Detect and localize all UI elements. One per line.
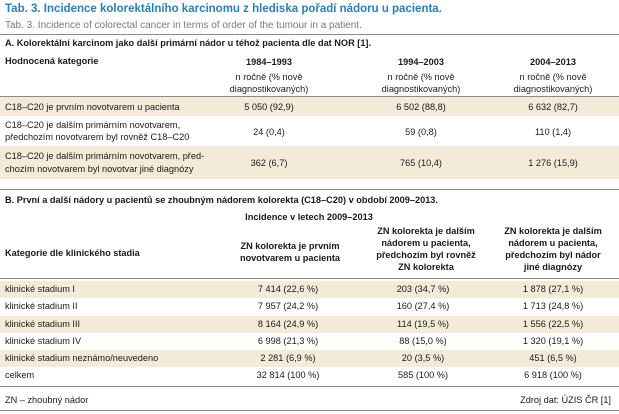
data-source: Zdroj dat: ÚZIS ČR [1] bbox=[520, 395, 611, 405]
footer-rule bbox=[0, 386, 619, 387]
table-row: klinické stadium neznámo/neuvedeno 2 281… bbox=[0, 350, 619, 367]
cell-value: 2 281 (6,9 %) bbox=[260, 353, 316, 363]
column-header-line: ZN kolorekta je dalším bbox=[504, 226, 602, 236]
bottom-rule bbox=[0, 410, 619, 411]
cell-value: 1 276 (15,9) bbox=[528, 158, 578, 168]
column-header-line: nádorem u pacienta, bbox=[508, 238, 598, 248]
column-header-line: jiné diagnózy bbox=[523, 262, 583, 272]
table-row: klinické stadium III 8 164 (24,9 %) 114 … bbox=[0, 316, 619, 333]
row-label-cont: předchozím novotvarem byl rovněž C18–C20 bbox=[5, 132, 190, 142]
cell-value: 6 918 (100 %) bbox=[524, 370, 582, 380]
table-row: C18–C20 je dalším primárním novotvarem, … bbox=[0, 146, 619, 179]
section-a-heading: A. Kolorektální karcinom jako další prim… bbox=[5, 38, 372, 48]
column-header-line: novotvarem u pacienta bbox=[239, 253, 341, 263]
column-header-line: předchozím byl rovněž bbox=[376, 250, 476, 260]
section-a-period-header-2: 1994–2003 n ročně (% nově diagnostikovan… bbox=[368, 56, 474, 95]
section-a-header-rule bbox=[0, 96, 619, 97]
cell-value: 5 050 (92,9) bbox=[244, 102, 294, 112]
cell-value: 20 (3,5 %) bbox=[401, 353, 445, 363]
cell-value: 160 (27,4 %) bbox=[396, 301, 450, 311]
row-label: klinické stadium III bbox=[5, 319, 81, 329]
cell-value: 7 414 (22,6 %) bbox=[257, 284, 319, 294]
section-divider bbox=[0, 189, 619, 190]
cell-value: 203 (34,7 %) bbox=[396, 284, 450, 294]
cell-value: 6 502 (88,8) bbox=[396, 102, 446, 112]
table-row: klinické stadium IV 6 998 (21,3 %) 88 (1… bbox=[0, 333, 619, 350]
cell-value: 24 (0,4) bbox=[253, 127, 285, 137]
cell-value: 1 878 (27,1 %) bbox=[522, 284, 584, 294]
cell-value: 59 (0,8) bbox=[405, 127, 437, 137]
section-a-category-header: Hodnocená kategorie bbox=[5, 56, 99, 66]
table-row: C18–C20 je dalším primárním novotvarem, … bbox=[0, 116, 619, 146]
row-label: C18–C20 je dalším primárním novotvarem, bbox=[5, 120, 181, 130]
row-label: klinické stadium II bbox=[5, 301, 78, 311]
cell-value: 88 (15,0 %) bbox=[399, 336, 447, 346]
cell-value: 6 632 (82,7) bbox=[528, 102, 578, 112]
section-b-column-header-1: ZN kolorekta je prvním novotvarem u paci… bbox=[225, 240, 355, 264]
period-label: 2004–2013 bbox=[530, 57, 576, 67]
period-label: 1994–2003 bbox=[398, 57, 444, 67]
table-row: C18–C20 je prvním novotvarem u pacienta … bbox=[0, 97, 619, 116]
cell-value: 32 814 (100 %) bbox=[256, 370, 320, 380]
period-sub: n ročně (% nově diagnostikovaných) bbox=[229, 72, 309, 94]
period-sub: n ročně (% nově diagnostikovaných) bbox=[381, 72, 461, 94]
cell-value: 8 164 (24,9 %) bbox=[257, 319, 319, 329]
column-header-line: ZN kolorekta bbox=[398, 262, 454, 272]
table-row: klinické stadium I 7 414 (22,6 %) 203 (3… bbox=[0, 281, 619, 298]
column-header-line: ZN kolorekta je dalším bbox=[377, 226, 475, 236]
section-a-period-header-3: 2004–2013 n ročně (% nově diagnostikovan… bbox=[500, 56, 606, 95]
cell-value: 362 (6,7) bbox=[250, 158, 288, 168]
cell-value: 1 320 (19,1 %) bbox=[522, 336, 584, 346]
section-b-heading: B. První a další nádory u pacientů se zh… bbox=[5, 195, 438, 205]
row-label: klinické stadium neznámo/neuvedeno bbox=[5, 353, 159, 363]
column-header-line: nádorem u pacienta, bbox=[381, 238, 471, 248]
cell-value: 1 713 (24,8 %) bbox=[522, 301, 584, 311]
abbreviation-note: ZN – zhoubný nádor bbox=[5, 395, 89, 405]
cell-value: 110 (1,4) bbox=[534, 127, 572, 137]
column-header-line: ZN kolorekta je prvním bbox=[240, 241, 340, 251]
column-header-line: předchozím byl nádor bbox=[505, 250, 601, 260]
row-label: klinické stadium IV bbox=[5, 336, 82, 346]
section-a-period-header-1: 1984–1993 n ročně (% nově diagnostikovan… bbox=[216, 56, 322, 95]
cell-value: 7 957 (24,2 %) bbox=[257, 301, 319, 311]
cell-value: 114 (19,5 %) bbox=[397, 319, 449, 329]
row-label-cont: chozím novotvarem byl novotvar jiné diag… bbox=[5, 164, 194, 174]
section-b-column-header-2: ZN kolorekta je dalším nádorem u pacient… bbox=[362, 225, 490, 273]
top-rule bbox=[0, 34, 619, 35]
cell-value: 1 556 (22,5 %) bbox=[522, 319, 584, 329]
table-row: klinické stadium II 7 957 (24,2 %) 160 (… bbox=[0, 298, 619, 315]
period-sub: n ročně (% nově diagnostikovaných) bbox=[513, 72, 593, 94]
row-label: C18–C20 je prvním novotvarem u pacienta bbox=[5, 102, 180, 112]
table-title: Tab. 3. Incidence kolorektálního karcino… bbox=[5, 3, 442, 15]
incidence-label: Incidence v letech 2009–2013 bbox=[245, 212, 373, 222]
section-b-column-header-3: ZN kolorekta je dalším nádorem u pacient… bbox=[490, 225, 616, 273]
row-label: celkem bbox=[5, 370, 35, 380]
cell-value: 451 (6,5 %) bbox=[529, 353, 577, 363]
cell-value: 765 (10,4) bbox=[400, 158, 442, 168]
cell-value: 6 998 (21,3 %) bbox=[257, 336, 319, 346]
table-title-english: Tab. 3. Incidence of colorectal cancer i… bbox=[5, 20, 362, 31]
table-row-total: celkem 32 814 (100 %) 585 (100 %) 6 918 … bbox=[0, 367, 619, 384]
period-label: 1984–1993 bbox=[246, 57, 292, 67]
row-label: C18–C20 je dalším primárním novotvarem, … bbox=[5, 151, 205, 161]
section-b-header-rule bbox=[0, 278, 619, 279]
row-label: klinické stadium I bbox=[5, 284, 75, 294]
section-b-category-header: Kategorie dle klinického stadia bbox=[5, 248, 140, 258]
cell-value: 585 (100 %) bbox=[397, 370, 449, 380]
